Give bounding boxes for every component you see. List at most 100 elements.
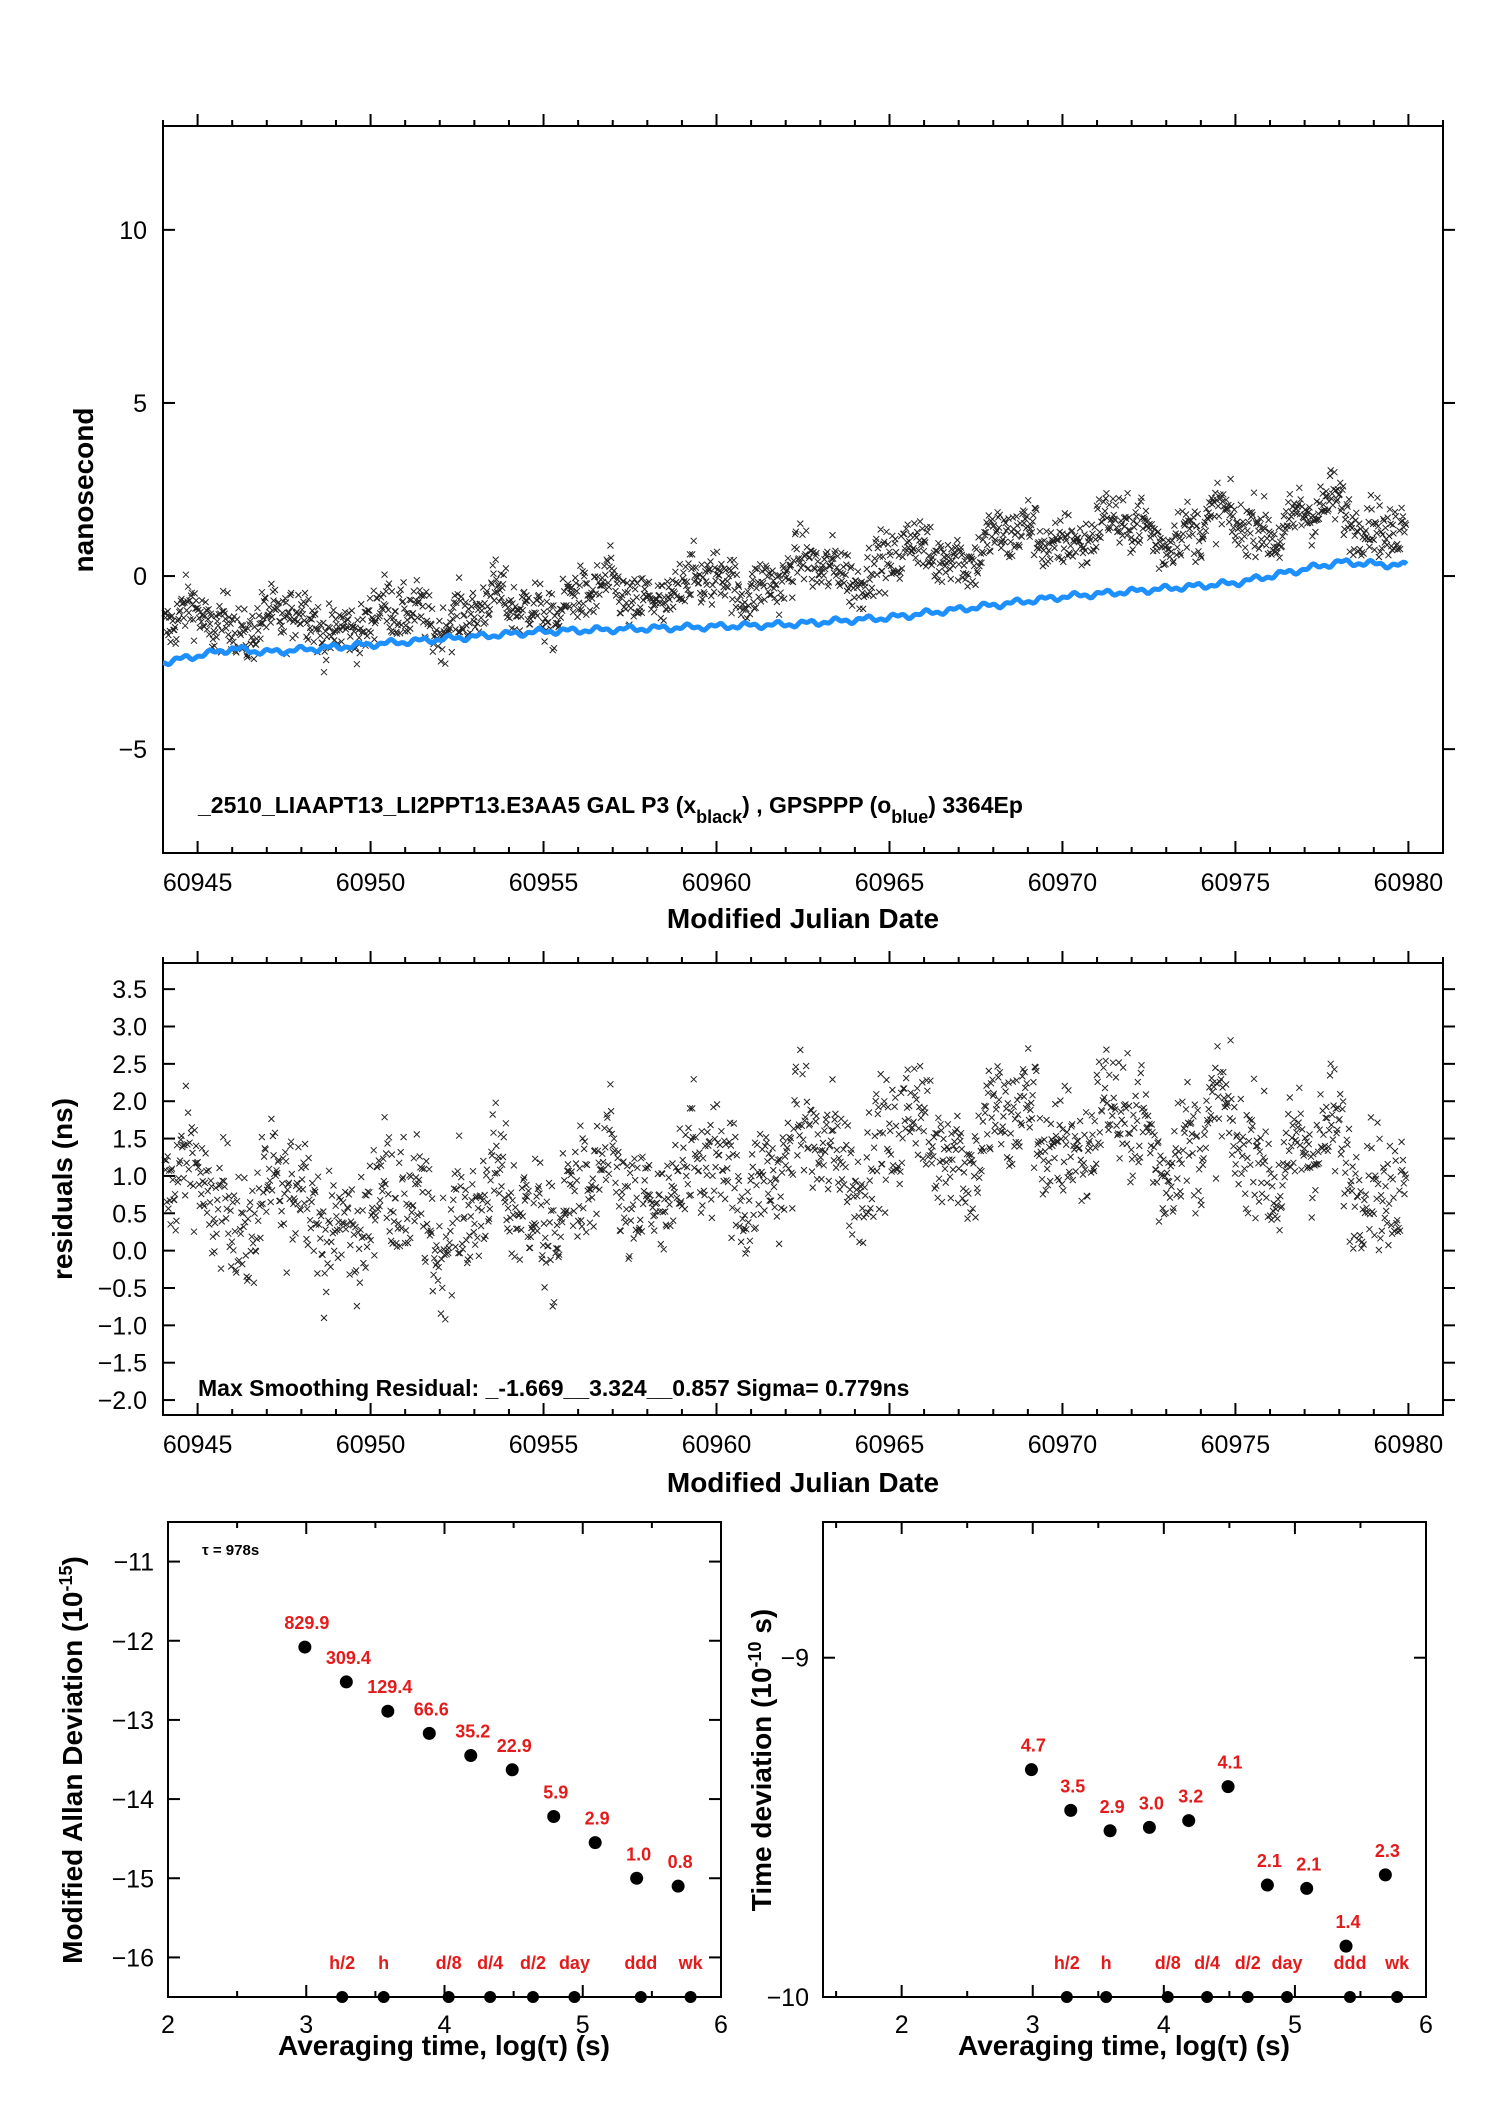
phase-ylabel: nanosecond bbox=[68, 408, 99, 573]
residuals-ytick-label: 0.0 bbox=[112, 1238, 147, 1266]
mdev-point-label: 5.9 bbox=[543, 1783, 568, 1803]
mdev-interval-label: h/2 bbox=[329, 1953, 355, 1973]
galp3-crosses bbox=[161, 467, 1410, 676]
tdev-point-label: 3.0 bbox=[1139, 1793, 1164, 1813]
mdev-interval-label: ddd bbox=[624, 1953, 657, 1973]
residuals-scatter bbox=[161, 1036, 1410, 1323]
tdev-point bbox=[1142, 1820, 1156, 1834]
phase-ytick-label: 5 bbox=[133, 390, 147, 418]
residuals-xtick-label: 60980 bbox=[1374, 1431, 1444, 1459]
mdev-xtick-label: 3 bbox=[299, 2011, 313, 2039]
tdev-interval-label: ddd bbox=[1333, 1953, 1366, 1973]
tdev-xtick-label: 3 bbox=[1026, 2011, 1040, 2039]
tdev-xtick-label: 5 bbox=[1288, 2011, 1302, 2039]
phase-xtick-label: 60975 bbox=[1201, 869, 1271, 897]
tdev-point bbox=[1064, 1803, 1078, 1817]
tdev-point-label: 4.7 bbox=[1021, 1736, 1046, 1756]
residuals-ytick-label: 3.5 bbox=[112, 976, 147, 1004]
residuals-ytick-label: 2.0 bbox=[112, 1088, 147, 1116]
tdev-point bbox=[1103, 1824, 1117, 1838]
residuals-annotation: Max Smoothing Residual: _-1.669__3.324__… bbox=[198, 1375, 909, 1401]
residuals-xlabel: Modified Julian Date bbox=[667, 1467, 939, 1498]
mdev-point bbox=[547, 1810, 561, 1823]
tdev-interval-marker bbox=[1281, 1991, 1294, 2003]
tdev-interval-marker bbox=[1161, 1991, 1174, 2003]
mdev-point-label: 0.8 bbox=[668, 1852, 693, 1872]
tdev-interval-marker bbox=[1060, 1991, 1073, 2003]
tdev-ytick-label: −9 bbox=[780, 1645, 809, 1673]
residuals-ytick-label: 2.5 bbox=[112, 1051, 147, 1079]
residuals-ticks: 60945 60950 60955 60960 60965 60970 60975 60980… bbox=[98, 951, 1455, 1459]
tdev-point bbox=[1182, 1814, 1196, 1828]
mdev-interval-marker bbox=[336, 1991, 349, 2003]
residuals-ytick-label: −2.0 bbox=[98, 1387, 147, 1415]
mdev-point bbox=[339, 1675, 353, 1689]
mdev-ylabel: Modified Allan Deviation (10-15) bbox=[56, 1556, 88, 1964]
phase-xtick-label: 60950 bbox=[336, 869, 406, 897]
mdev-interval-marker bbox=[684, 1991, 697, 2003]
mdev-point-label: 129.4 bbox=[367, 1677, 412, 1697]
phase-xtick-label: 60965 bbox=[855, 869, 925, 897]
phase-xtick-label: 60960 bbox=[682, 869, 752, 897]
residuals-xtick-label: 60970 bbox=[1028, 1431, 1098, 1459]
tdev-plot-frame bbox=[822, 1521, 1427, 1998]
phase-plot-frame bbox=[162, 125, 1444, 854]
phase-scatter bbox=[161, 467, 1410, 676]
mdev-point bbox=[422, 1726, 436, 1740]
phase-ytick-label: 10 bbox=[119, 217, 147, 245]
tdev-interval-label: h/2 bbox=[1054, 1953, 1080, 1973]
phase-xtick-label: 60980 bbox=[1374, 869, 1444, 897]
tdev-interval-marker bbox=[1241, 1991, 1254, 2003]
tdev-point-label: 3.2 bbox=[1178, 1787, 1203, 1807]
mdev-interval-marker bbox=[377, 1991, 390, 2003]
mdev-point-label: 829.9 bbox=[284, 1613, 329, 1633]
mdev-ytick-label: −15 bbox=[112, 1865, 154, 1893]
tdev-panel: 2 3 4 5 6 −9 −10 4.7 3.5 2.9 3.0 3.2 4.1 2.1 2.1 1.4 2.… bbox=[745, 1521, 1433, 2061]
mdev-interval-marker bbox=[634, 1991, 647, 2003]
mdev-panel: 2 3 4 5 6 −11 −12 −13 −14 −15 −16 829.9 309.4 129.46… bbox=[56, 1521, 728, 2061]
mdev-interval-marker bbox=[526, 1991, 539, 2003]
tdev-interval-label: h bbox=[1101, 1953, 1112, 1973]
tdev-points: 4.7 3.5 2.9 3.0 3.2 4.1 2.1 2.1 1.4 2.3 h/2 h d/8 d/4… bbox=[1021, 1736, 1410, 2003]
mdev-point bbox=[381, 1704, 395, 1718]
residuals-xtick-label: 60945 bbox=[163, 1431, 233, 1459]
tdev-interval-label: wk bbox=[1384, 1953, 1410, 1973]
mdev-xtick-label: 2 bbox=[161, 2011, 175, 2039]
tdev-interval-label: d/2 bbox=[1235, 1953, 1261, 1973]
residuals-ytick-label: −0.5 bbox=[98, 1275, 147, 1303]
residuals-ytick-label: −1.0 bbox=[98, 1312, 147, 1340]
residuals-plot-frame bbox=[162, 962, 1444, 1416]
tdev-point bbox=[1300, 1881, 1314, 1895]
phase-xtick-label: 60945 bbox=[163, 869, 233, 897]
mdev-interval-label: h bbox=[378, 1953, 389, 1973]
tdev-point-label: 2.9 bbox=[1100, 1797, 1125, 1817]
mdev-points: 829.9 309.4 129.466.6 35.2 22.9 5.9 2.9 1.0 0.8 h… bbox=[284, 1613, 704, 2003]
tdev-ylabel: Time deviation (10-10 s) bbox=[745, 1609, 777, 1912]
mdev-ytick-label: −11 bbox=[113, 1549, 154, 1577]
tdev-point bbox=[1221, 1780, 1235, 1794]
tdev-interval-label: day bbox=[1272, 1953, 1303, 1973]
tdev-point-label: 2.1 bbox=[1257, 1851, 1282, 1871]
tdev-point-label: 2.1 bbox=[1296, 1854, 1321, 1874]
mdev-interval-marker bbox=[442, 1991, 455, 2003]
mdev-interval-label: day bbox=[559, 1953, 590, 1973]
mdev-ytick-label: −13 bbox=[112, 1707, 154, 1735]
tdev-ytick-label: −10 bbox=[767, 1984, 809, 2012]
mdev-xtick-label: 6 bbox=[714, 2011, 728, 2039]
mdev-point bbox=[630, 1871, 644, 1885]
mdev-ytick-label: −14 bbox=[112, 1786, 155, 1814]
tdev-ticks: 2 3 4 5 6 −9 −10 bbox=[767, 1522, 1433, 2039]
residuals-ytick-label: −1.5 bbox=[98, 1350, 147, 1378]
tdev-point-label: 3.5 bbox=[1060, 1776, 1085, 1796]
mdev-interval-label: wk bbox=[678, 1953, 704, 1973]
mdev-point-label: 2.9 bbox=[585, 1809, 610, 1829]
phase-xtick-label: 60970 bbox=[1028, 869, 1098, 897]
residuals-xtick-label: 60960 bbox=[682, 1431, 752, 1459]
tdev-point-label: 4.1 bbox=[1218, 1753, 1243, 1773]
residuals-ytick-label: 0.5 bbox=[112, 1200, 147, 1228]
residuals-ytick-label: 1.0 bbox=[112, 1163, 147, 1191]
mdev-interval-marker bbox=[484, 1991, 497, 2003]
tdev-point-label: 2.3 bbox=[1375, 1841, 1400, 1861]
tdev-interval-marker bbox=[1100, 1991, 1113, 2003]
